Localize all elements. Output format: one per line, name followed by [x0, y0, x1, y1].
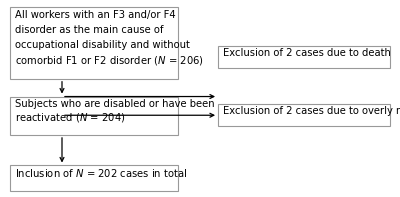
Text: Subjects who are disabled or have been: Subjects who are disabled or have been [15, 99, 214, 109]
Text: disorder as the main cause of: disorder as the main cause of [15, 25, 163, 35]
Text: Exclusion of 2 cases due to death: Exclusion of 2 cases due to death [223, 48, 391, 58]
Bar [10, 165, 178, 191]
Bar [218, 104, 390, 126]
Text: Inclusion of $N$ = 202 cases in total: Inclusion of $N$ = 202 cases in total [15, 167, 187, 179]
Bar [10, 97, 178, 135]
Text: comorbid F1 or F2 disorder ($N$ = 206): comorbid F1 or F2 disorder ($N$ = 206) [15, 54, 204, 67]
Bar [218, 46, 390, 68]
Text: All workers with an F3 and/or F4: All workers with an F3 and/or F4 [15, 10, 176, 20]
Bar [10, 7, 178, 79]
Text: reactivated ($N$ = 204): reactivated ($N$ = 204) [15, 111, 125, 124]
Text: Exclusion of 2 cases due to overly missing data: Exclusion of 2 cases due to overly missi… [223, 106, 400, 116]
Text: occupational disability and without: occupational disability and without [15, 40, 190, 50]
